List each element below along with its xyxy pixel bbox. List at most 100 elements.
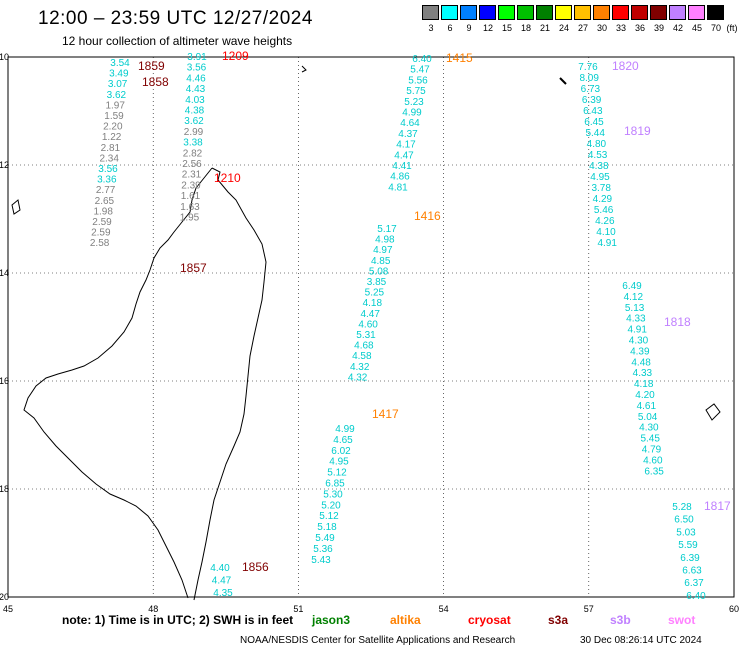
pass-time-labels: 1859 1858 1209 1210 1857 1415 1416 1417 1856 1820… [138, 49, 731, 574]
wave-height-value: 5.12 [327, 468, 347, 479]
wave-height-value: 4.65 [333, 435, 353, 446]
wave-height-value: 5.49 [315, 533, 335, 544]
wave-height-value: 4.39 [630, 346, 650, 357]
madagascar-coastline [23, 167, 267, 601]
pass-time-label: 1857 [180, 261, 207, 275]
pass-time-label: 1856 [242, 560, 269, 574]
wave-height-value: 5.13 [625, 303, 645, 314]
wave-height-value: 2.20 [103, 122, 123, 133]
y-tick-label: -12 [0, 160, 9, 170]
wave-height-value: 4.12 [624, 292, 644, 303]
wave-height-value: 4.60 [358, 319, 378, 330]
wave-height-value: 5.47 [410, 65, 430, 76]
pass-time-label: 1817 [704, 499, 731, 513]
wave-height-value: 5.30 [323, 489, 343, 500]
wave-height-value: 4.41 [392, 161, 412, 172]
wave-height-value: 4.95 [329, 457, 349, 468]
x-tick-label: 54 [439, 604, 449, 614]
wave-height-value: 4.80 [587, 139, 607, 150]
wave-height-value: 4.18 [363, 298, 383, 309]
wave-height-value: 3.36 [97, 175, 117, 186]
wave-height-value: 5.44 [585, 128, 605, 139]
y-tick-label: -16 [0, 376, 9, 386]
legend-label: 39 [653, 23, 664, 33]
comoros-island [11, 199, 21, 215]
wave-height-value: 4.97 [373, 245, 393, 256]
wave-height-value: 4.18 [634, 379, 654, 390]
wave-height-value: 6.02 [331, 446, 351, 457]
wave-height-value: 2.31 [182, 170, 202, 181]
wave-height-value: 2.56 [182, 159, 202, 170]
pass-time-label: 1858 [142, 75, 169, 89]
wave-height-value: 6.37 [684, 578, 704, 589]
wave-height-value: 2.34 [99, 153, 119, 164]
wave-height-value: 5.03 [676, 527, 696, 538]
wave-height-value: 2.59 [92, 217, 112, 228]
wave-height-value: 4.03 [185, 95, 205, 106]
legend-label: 70 [710, 23, 721, 33]
satellite-name: s3b [610, 613, 631, 627]
y-tick-label: -18 [0, 484, 9, 494]
x-tick-label: 60 [729, 604, 739, 614]
wave-height-value: 5.23 [404, 97, 424, 108]
legend-unit: (ft) [726, 23, 738, 33]
wave-height-value: 3.62 [184, 116, 204, 127]
wave-height-value: 4.33 [633, 368, 653, 379]
wave-height-value: 4.47 [394, 150, 414, 161]
wave-height-value: 4.29 [593, 194, 613, 205]
wave-height-value: 4.30 [629, 336, 649, 347]
wave-height-value: 4.99 [335, 424, 355, 435]
legend-label: 30 [596, 23, 607, 33]
x-tick-label: 57 [584, 604, 594, 614]
wave-height-value: 4.95 [590, 172, 610, 183]
wave-height-value: 1.97 [105, 100, 125, 111]
legend-swatch [574, 5, 591, 20]
pass-time-label: 1415 [446, 51, 473, 65]
legend-label: 24 [558, 23, 569, 33]
wave-height-value: 5.36 [313, 544, 333, 555]
legend-swatch [517, 5, 534, 20]
pass-time-label: 1818 [664, 315, 691, 329]
wave-height-value: 6.73 [581, 84, 601, 95]
wave-height-value: 3.62 [107, 90, 127, 101]
wave-height-value: 2.65 [95, 196, 115, 207]
wave-height-value: 5.17 [377, 224, 397, 235]
wave-height-value: 4.20 [635, 390, 655, 401]
wave-height-value: 4.98 [375, 235, 395, 246]
wave-height-value: 6.35 [644, 466, 664, 477]
wave-height-value: 3.07 [108, 79, 128, 90]
pass-time-label: 1209 [222, 49, 249, 63]
wave-height-value: 5.04 [638, 412, 658, 423]
wave-height-value: 4.86 [390, 172, 410, 183]
wave-height-value: 3.56 [98, 164, 118, 175]
legend-swatch [479, 5, 496, 20]
wave-height-value: 4.47 [212, 576, 232, 587]
coastline [11, 65, 721, 601]
wave-height-value: 4.99 [402, 108, 422, 119]
wave-height-value: 2.39 [181, 180, 201, 191]
wave-height-value: 1.95 [180, 213, 200, 224]
wave-height-value: 4.32 [350, 362, 370, 373]
grid-lines [7, 56, 735, 598]
wave-height-value: 6.39 [680, 553, 700, 564]
wave-height-value: 5.12 [319, 511, 339, 522]
wave-height-value: 6.40 [412, 54, 432, 65]
legend-label: 42 [672, 23, 683, 33]
wave-height-value: 5.20 [321, 500, 341, 511]
wave-height-value: 3.85 [367, 277, 387, 288]
wave-height-value: 6.45 [584, 117, 604, 128]
wave-height-value: 7.76 [578, 62, 598, 73]
legend-swatch [555, 5, 572, 20]
wave-height-value: 5.75 [406, 86, 426, 97]
map-subtitle: 12 hour collection of altimeter wave hei… [62, 34, 293, 48]
legend-label: 6 [447, 23, 453, 33]
wave-height-value: 4.81 [388, 182, 408, 193]
footnote: note: 1) Time is in UTC; 2) SWH is in fe… [62, 613, 294, 627]
legend-label: 45 [691, 23, 702, 33]
wave-height-value: 4.91 [597, 238, 617, 249]
legend-swatch [422, 5, 439, 20]
wave-height-value: 1.22 [102, 132, 122, 143]
wave-height-value: 5.45 [640, 434, 660, 445]
wave-height-value: 3.54 [110, 58, 130, 69]
